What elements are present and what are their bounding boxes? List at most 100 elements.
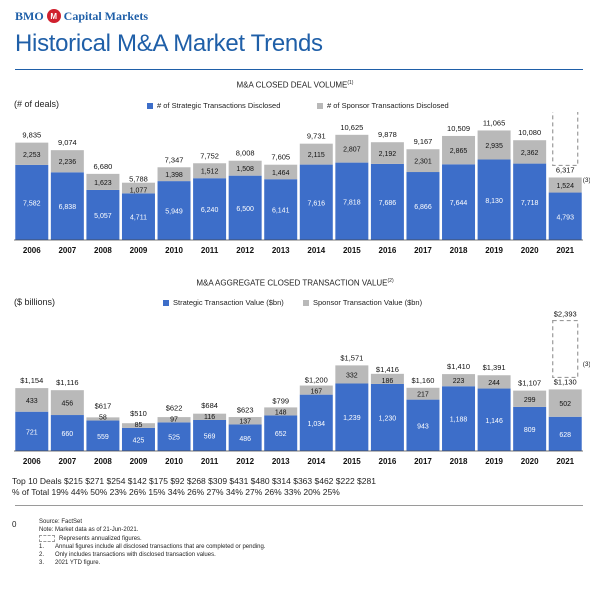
chart1-xtick-2008: 2008 — [94, 246, 112, 255]
chart1-label-total-2016: 9,878 — [378, 130, 397, 139]
footnote-3-num: 3. — [39, 560, 45, 566]
chart2-legend-strategic: Strategic Transaction Value ($bn) — [163, 298, 284, 307]
chart2-xtick-2013: 2013 — [272, 457, 290, 466]
chart2-bar-sponsor-2014 — [299, 385, 333, 395]
chart2-xtick-2018: 2018 — [450, 457, 468, 466]
chart1-label-total-2007: 9,074 — [58, 138, 77, 147]
chart2-xtick-2010: 2010 — [165, 457, 183, 466]
chart1-label-sponsor-2013: 1,464 — [272, 170, 290, 177]
chart1-label-sponsor-2009: 1,077 — [130, 187, 148, 194]
chart1-bar-strategic-2019 — [477, 159, 511, 240]
chart2-legend-strategic-swatch — [163, 299, 169, 306]
chart2-bar-strategic-2011 — [193, 419, 227, 451]
chart2-xtick-2006: 2006 — [23, 457, 41, 466]
chart1-label-total-2006: 9,835 — [22, 131, 41, 140]
chart1-bar-strategic-2009 — [121, 193, 155, 240]
page-title: Historical M&A Market Trends — [15, 30, 323, 57]
chart2-label-strategic-2018: 1,188 — [450, 417, 468, 424]
chart1-label-total-2015: 10,625 — [340, 123, 363, 132]
chart2-label-strategic-2019: 1,146 — [485, 418, 503, 425]
chart1-ylabel: (# of deals) — [14, 99, 60, 109]
chart1-bar-sponsor-2009 — [121, 182, 155, 194]
chart1-bar-strategic-2006 — [15, 164, 49, 240]
chart1-legend-sponsor-label: # of Sponsor Transactions Disclosed — [327, 101, 449, 110]
chart1-annualized-box — [552, 112, 579, 167]
chart2-xtick-2011: 2011 — [201, 457, 219, 466]
chart1-label-sponsor-2019: 2,935 — [485, 143, 503, 150]
chart2-xtick-2012: 2012 — [236, 457, 254, 466]
chart2-ytd-note: (3) — [583, 361, 590, 368]
chart2-bar-strategic-2021 — [548, 416, 582, 451]
chart1-label-strategic-2011: 6,240 — [201, 207, 219, 214]
chart2-bar-strategic-2006 — [15, 411, 49, 451]
chart1-label-sponsor-2010: 1,398 — [165, 172, 183, 179]
chart2-label-total-2019: $1,391 — [483, 363, 506, 372]
chart2-label-annualized: $2,393 — [554, 310, 577, 319]
chart1-label-total-2021: 6,317 — [556, 165, 575, 174]
chart1-label-strategic-2019: 8,130 — [485, 198, 503, 205]
chart2-title-note: (2) — [387, 278, 394, 284]
chart1-label-total-2013: 7,605 — [271, 153, 290, 162]
chart1-bar-strategic-2014 — [299, 164, 333, 240]
chart1-label-sponsor-2008: 1,623 — [94, 180, 112, 187]
chart2-legend-sponsor-label: Sponsor Transaction Value ($bn) — [313, 298, 423, 307]
chart2-label-strategic-2016: 1,230 — [379, 415, 397, 422]
chart2-label-strategic-2009: 425 — [133, 437, 145, 444]
chart1-bar-sponsor-2016 — [370, 142, 404, 164]
chart2-label-sponsor-2008: 58 — [99, 415, 107, 422]
chart2-label-total-2012: $623 — [237, 406, 254, 415]
chart2-label-total-2014: $1,200 — [305, 376, 328, 385]
chart2-bar-sponsor-2021 — [548, 389, 582, 417]
chart2-label-sponsor-2012: 137 — [239, 419, 251, 426]
chart2-label-strategic-2013: 652 — [275, 431, 287, 438]
chart1-label-strategic-2012: 6,500 — [236, 206, 254, 213]
chart2-label-strategic-2012: 486 — [239, 436, 251, 443]
chart1-bar-sponsor-2015 — [335, 134, 369, 163]
chart1-xtick-2017: 2017 — [414, 246, 432, 255]
chart1-bar-sponsor-2006 — [15, 142, 49, 165]
brand-logo: BMO M Capital Markets — [15, 8, 148, 24]
chart1-label-strategic-2007: 6,838 — [59, 204, 77, 211]
chart2-label-sponsor-2018: 223 — [453, 378, 465, 385]
chart1-bar-strategic-2010 — [157, 181, 191, 240]
chart2-legend-sponsor-swatch — [303, 299, 309, 306]
chart1-legend-strategic-label: # of Strategic Transactions Disclosed — [157, 101, 281, 110]
top10-deals-row: Top 10 Deals $215 $271 $254 $142 $175 $9… — [12, 476, 376, 486]
footnote-1-text: Annual figures include all disclosed tra… — [55, 544, 266, 550]
chart2-label-total-2007: $1,116 — [56, 378, 78, 387]
chart1-xtick-2013: 2013 — [272, 246, 290, 255]
chart1-label-strategic-2021: 4,793 — [556, 214, 574, 221]
chart2-label-strategic-2017: 943 — [417, 423, 429, 430]
chart2-xtick-2009: 2009 — [130, 457, 148, 466]
chart2-xtick-2007: 2007 — [58, 457, 76, 466]
chart2-label-strategic-2015: 1,239 — [343, 415, 361, 422]
chart1-title-text: M&A CLOSED DEAL VOLUME — [236, 80, 348, 90]
chart2-xtick-2016: 2016 — [379, 457, 397, 466]
chart1-label-strategic-2020: 7,718 — [521, 200, 539, 207]
chart2-label-total-2020: $1,107 — [518, 379, 541, 388]
footnote-3-text: 2021 YTD figure. — [55, 560, 101, 566]
chart1-bar-sponsor-2013 — [264, 164, 298, 180]
chart2-xtick-2019: 2019 — [485, 457, 503, 466]
chart2-label-sponsor-2020: 299 — [524, 397, 536, 404]
chart1-bar-strategic-2018 — [442, 164, 476, 240]
chart1-bar-sponsor-2012 — [228, 160, 262, 176]
chart2-title: M&A AGGREGATE CLOSED TRANSACTION VALUE(2… — [0, 278, 590, 288]
chart1-label-total-2014: 9,731 — [307, 132, 326, 141]
chart2-bar-sponsor-2010 — [157, 417, 191, 423]
chart1-bar-strategic-2007 — [50, 172, 84, 240]
chart1-label-sponsor-2012: 1,508 — [236, 166, 254, 173]
chart1-label-total-2008: 6,680 — [94, 162, 113, 171]
chart1-label-sponsor-2017: 2,301 — [414, 159, 432, 166]
chart2-label-sponsor-2021: 502 — [559, 401, 571, 408]
chart1-xtick-2006: 2006 — [23, 246, 41, 255]
chart1-bar-strategic-2020 — [513, 163, 547, 240]
chart1-title-note: (1) — [347, 80, 354, 86]
dashed-box-icon — [39, 535, 55, 542]
chart1-xtick-2009: 2009 — [130, 246, 148, 255]
chart2-label-sponsor-2016: 186 — [382, 378, 394, 385]
chart1-legend-sponsor-swatch — [317, 102, 323, 109]
chart2-label-total-2008: $617 — [95, 402, 112, 411]
chart1-deal-volume: 7,582 2,253 9,835 2006 6,838 2,236 9,074 2007 5,… — [14, 112, 590, 255]
chart2-label-sponsor-2009: 85 — [135, 422, 143, 429]
